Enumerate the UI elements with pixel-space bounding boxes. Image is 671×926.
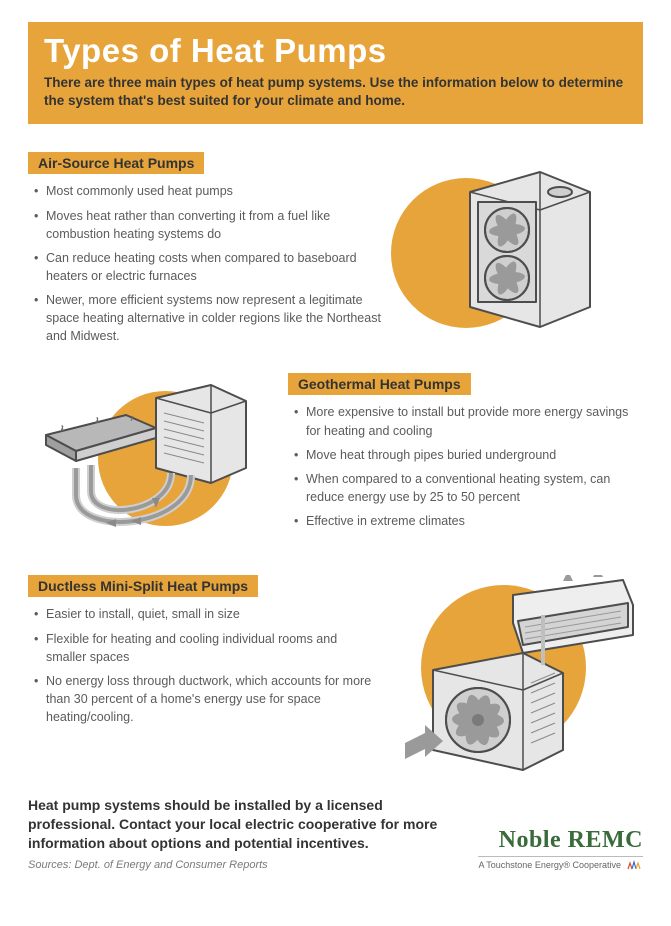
logo-text: Noble REMC — [478, 827, 643, 854]
footer-text-block: Heat pump systems should be installed by… — [28, 796, 460, 871]
section-ductless: Ductless Mini-Split Heat Pumps Easier to… — [28, 575, 643, 780]
bullet-list: Easier to install, quiet, small in size … — [28, 605, 379, 726]
logo-tagline: A Touchstone Energy® Cooperative — [478, 856, 643, 871]
section-heading: Air-Source Heat Pumps — [28, 152, 204, 174]
bullet-item: Easier to install, quiet, small in size — [34, 605, 379, 623]
bullet-list: More expensive to install but provide mo… — [288, 403, 643, 530]
mini-split-icon — [393, 575, 643, 780]
header-band: Types of Heat Pumps There are three main… — [28, 22, 643, 124]
logo-tagline-text: A Touchstone Energy® Cooperative — [478, 860, 621, 870]
bullet-item: Newer, more efficient systems now repres… — [34, 291, 383, 345]
bullet-item: More expensive to install but provide mo… — [294, 403, 643, 439]
footer: Heat pump systems should be installed by… — [28, 796, 643, 871]
illustration-column — [28, 373, 274, 553]
bullet-item: No energy loss through ductwork, which a… — [34, 672, 379, 726]
illustration-column — [397, 152, 643, 342]
brand-logo: Noble REMC A Touchstone Energy® Cooperat… — [478, 827, 643, 871]
text-column: Air-Source Heat Pumps Most commonly used… — [28, 152, 383, 351]
footer-message: Heat pump systems should be installed by… — [28, 796, 460, 853]
bullet-item: When compared to a conventional heating … — [294, 470, 643, 506]
section-heading: Ductless Mini-Split Heat Pumps — [28, 575, 258, 597]
section-geothermal: Geothermal Heat Pumps More expensive to … — [28, 373, 643, 553]
infographic-page: Types of Heat Pumps There are three main… — [0, 0, 671, 883]
bullet-item: Most commonly used heat pumps — [34, 182, 383, 200]
illustration-column — [393, 575, 643, 780]
bullet-item: Move heat through pipes buried undergrou… — [294, 446, 643, 464]
section-heading: Geothermal Heat Pumps — [288, 373, 471, 395]
cooperative-icon — [625, 859, 643, 871]
bullet-item: Moves heat rather than converting it fro… — [34, 207, 383, 243]
section-air-source: Air-Source Heat Pumps Most commonly used… — [28, 152, 643, 351]
bullet-item: Can reduce heating costs when compared t… — [34, 249, 383, 285]
bullet-item: Effective in extreme climates — [294, 512, 643, 530]
page-title: Types of Heat Pumps — [44, 32, 627, 70]
ground-loop-unit-icon — [36, 373, 266, 553]
text-column: Ductless Mini-Split Heat Pumps Easier to… — [28, 575, 379, 732]
page-subtitle: There are three main types of heat pump … — [44, 74, 627, 110]
bullet-item: Flexible for heating and cooling individ… — [34, 630, 379, 666]
condenser-tower-icon — [430, 152, 610, 342]
footer-sources: Sources: Dept. of Energy and Consumer Re… — [28, 859, 460, 871]
bullet-list: Most commonly used heat pumps Moves heat… — [28, 182, 383, 345]
text-column: Geothermal Heat Pumps More expensive to … — [288, 373, 643, 536]
